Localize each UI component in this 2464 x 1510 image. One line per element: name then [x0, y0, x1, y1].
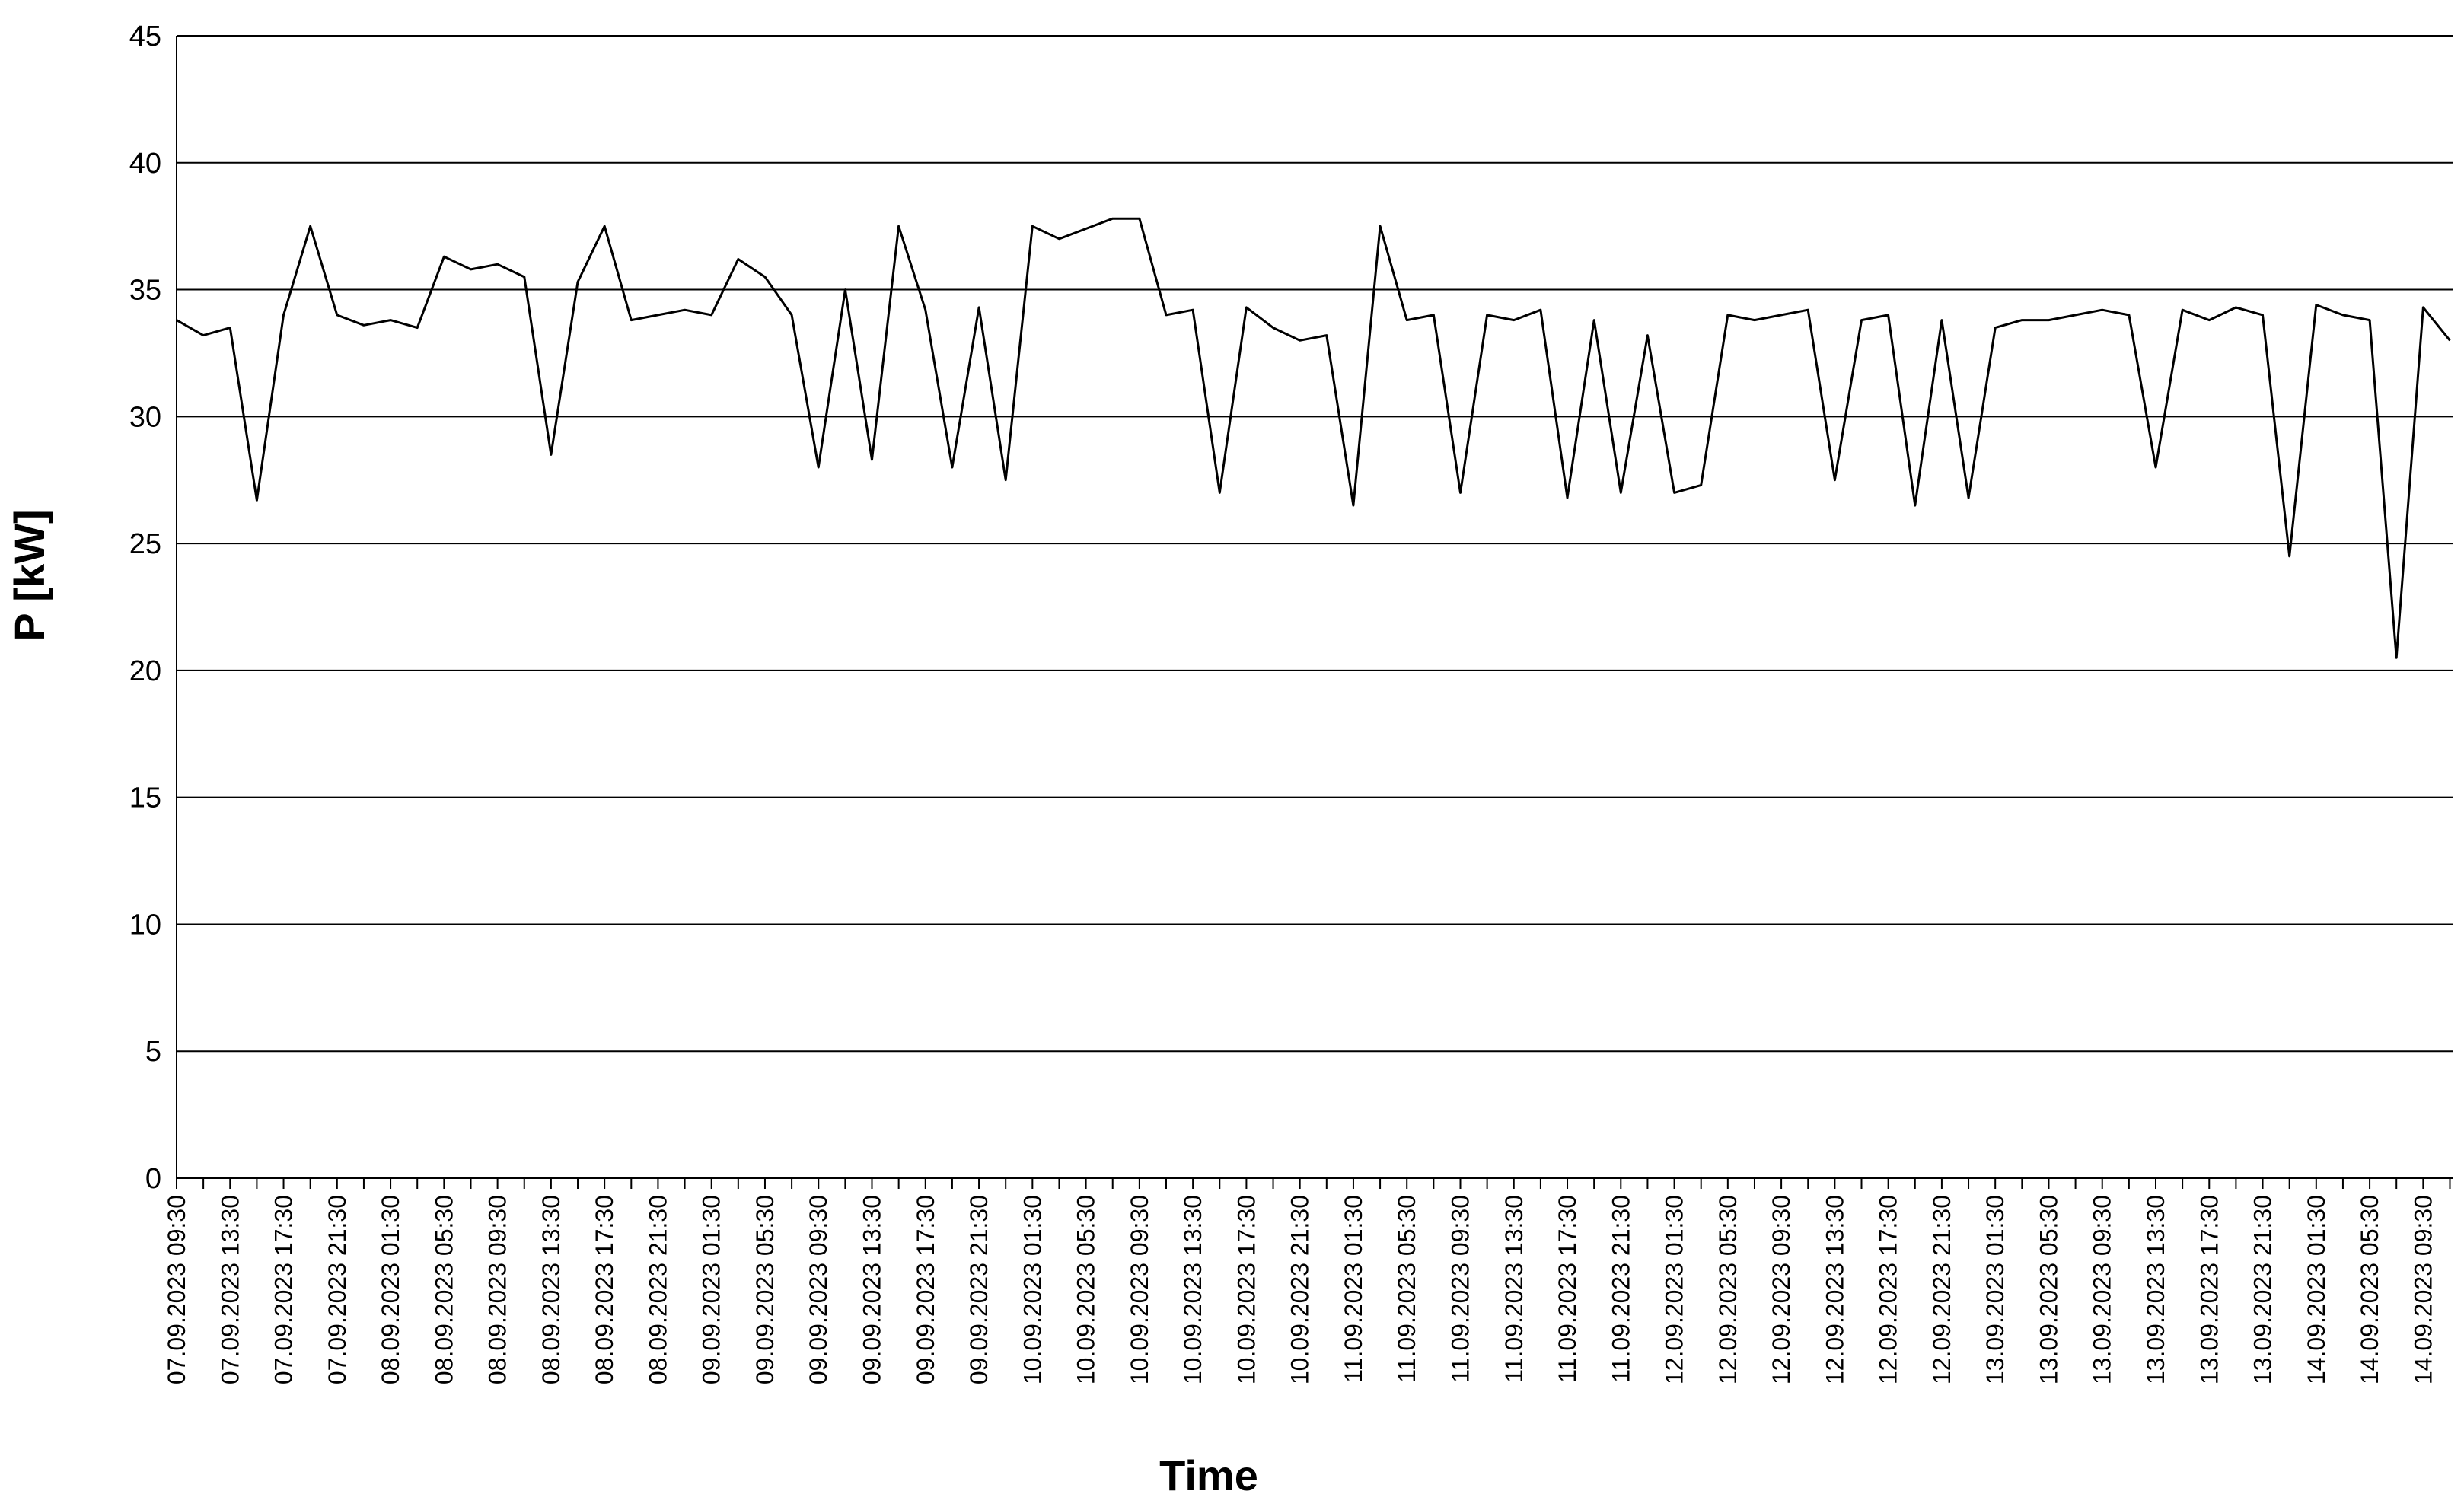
x-tick-label: 08.09.2023 21:30 [644, 1195, 671, 1384]
x-tick-label: 10.09.2023 05:30 [1073, 1195, 1100, 1384]
x-tick-label: 07.09.2023 13:30 [216, 1195, 244, 1384]
y-tick-label: 45 [129, 21, 161, 53]
x-tick-label: 11.09.2023 05:30 [1393, 1195, 1420, 1383]
x-tick-label: 10.09.2023 01:30 [1018, 1195, 1046, 1384]
series-layer [176, 217, 2451, 659]
x-tick-label: 14.09.2023 01:30 [2303, 1195, 2330, 1384]
x-tick-label: 10.09.2023 09:30 [1126, 1195, 1153, 1384]
y-tick-label: 35 [129, 275, 161, 307]
x-tick-label: 12.09.2023 13:30 [1821, 1195, 1848, 1384]
y-tick-label: 10 [129, 909, 161, 941]
x-tick-label: 07.09.2023 21:30 [324, 1195, 351, 1384]
x-tick-label: 13.09.2023 13:30 [2142, 1195, 2169, 1384]
x-tick-label: 10.09.2023 13:30 [1179, 1195, 1206, 1384]
y-axis-ticks: 0 5 10 15 20 25 30 35 40 45 [129, 21, 161, 1195]
y-tick-label: 40 [129, 148, 161, 180]
series-line [176, 217, 2451, 659]
x-tick-label: 10.09.2023 21:30 [1286, 1195, 1314, 1384]
x-tick-label: 09.09.2023 17:30 [912, 1195, 939, 1384]
y-tick-label: 30 [129, 401, 161, 433]
x-tick-label: 08.09.2023 17:30 [591, 1195, 618, 1384]
y-tick-label: 20 [129, 655, 161, 687]
x-tick-label: 10.09.2023 17:30 [1232, 1195, 1260, 1384]
x-tick-label: 13.09.2023 01:30 [1981, 1195, 2009, 1384]
x-axis-ticks: 07.09.2023 09:30 07.09.2023 13:30 07.09.20… [163, 1195, 2437, 1384]
x-tick-label: 09.09.2023 01:30 [698, 1195, 725, 1384]
x-tick-label: 08.09.2023 09:30 [484, 1195, 512, 1384]
x-tick-label: 09.09.2023 05:30 [751, 1195, 779, 1384]
x-tick-label: 08.09.2023 13:30 [537, 1195, 565, 1384]
x-tick-label: 07.09.2023 17:30 [270, 1195, 298, 1384]
x-tick-label: 08.09.2023 01:30 [377, 1195, 404, 1384]
x-tick-label: 12.09.2023 09:30 [1768, 1195, 1795, 1384]
x-tick-label: 11.09.2023 01:30 [1340, 1195, 1367, 1383]
x-tick-label: 11.09.2023 17:30 [1554, 1195, 1581, 1383]
x-tick-label: 12.09.2023 05:30 [1714, 1195, 1742, 1384]
x-tick-label: 11.09.2023 09:30 [1446, 1195, 1474, 1383]
x-tick-label: 13.09.2023 17:30 [2195, 1195, 2223, 1384]
x-tick-label: 14.09.2023 05:30 [2356, 1195, 2383, 1384]
x-tick-label: 11.09.2023 13:30 [1500, 1195, 1528, 1383]
y-tick-label: 25 [129, 528, 161, 560]
x-tick-label: 13.09.2023 09:30 [2089, 1195, 2116, 1384]
x-axis-title: Time [1159, 1451, 1258, 1499]
x-tick-label: 12.09.2023 17:30 [1875, 1195, 1902, 1384]
x-tick-label: 09.09.2023 09:30 [805, 1195, 832, 1384]
y-tick-label: 0 [145, 1163, 161, 1195]
x-tick-label: 09.09.2023 21:30 [965, 1195, 993, 1384]
x-tick-label: 12.09.2023 21:30 [1928, 1195, 1956, 1384]
x-tick-label: 13.09.2023 21:30 [2249, 1195, 2277, 1384]
x-tick-label: 14.09.2023 09:30 [2409, 1195, 2437, 1384]
x-tick-label: 11.09.2023 21:30 [1607, 1195, 1634, 1383]
axes [176, 36, 2453, 1189]
x-tick-label: 12.09.2023 01:30 [1661, 1195, 1688, 1384]
x-tick-label: 09.09.2023 13:30 [859, 1195, 886, 1384]
x-tick-label: 07.09.2023 09:30 [163, 1195, 190, 1384]
x-tick-label: 13.09.2023 05:30 [2035, 1195, 2062, 1384]
y-tick-label: 5 [145, 1036, 161, 1068]
y-tick-label: 15 [129, 782, 161, 814]
x-tick-label: 08.09.2023 05:30 [430, 1195, 457, 1384]
y-axis-title: P [kW] [5, 509, 53, 641]
gridlines [177, 35, 2453, 1053]
